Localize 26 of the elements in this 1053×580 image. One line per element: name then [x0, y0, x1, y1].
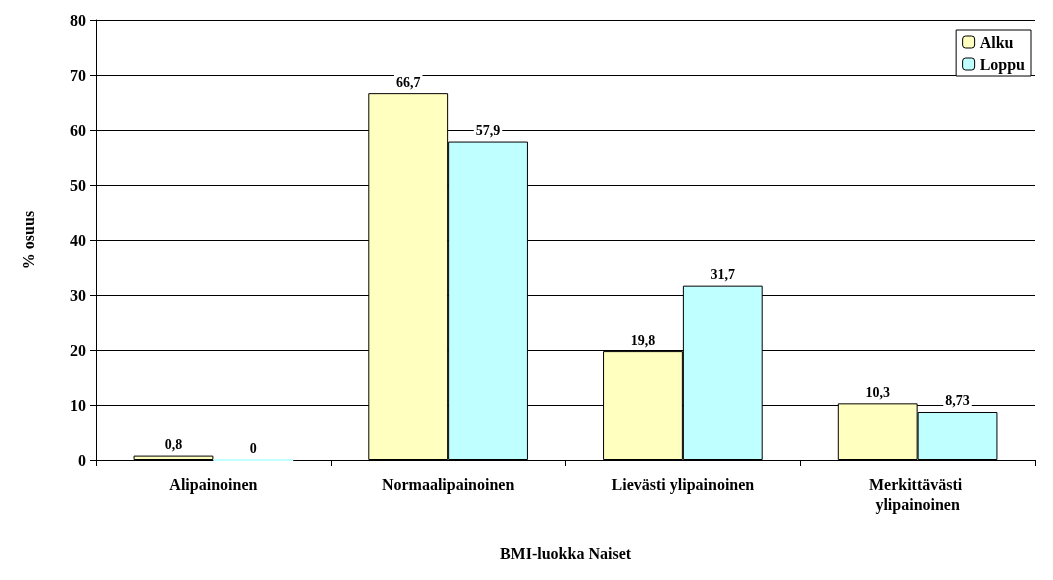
- y-tick-label: 20: [70, 341, 86, 359]
- data-label: 8,73: [945, 393, 970, 409]
- data-label: 0: [249, 440, 257, 456]
- legend-label: Alku: [979, 33, 1014, 51]
- y-tick-label: 10: [70, 396, 86, 414]
- bar: [133, 455, 214, 460]
- data-label: 10,3: [865, 384, 890, 400]
- x-tick-label: Lievästi ylipainoinen: [611, 475, 755, 494]
- legend-label: Loppu: [979, 55, 1026, 74]
- x-tick-label: Normaalipainoinen: [381, 475, 515, 494]
- y-tick-label: 40: [70, 231, 86, 249]
- data-label: 57,9: [475, 123, 501, 139]
- x-axis-title: BMI-luokka Naiset: [499, 544, 632, 562]
- data-label: 0,8: [164, 437, 183, 453]
- y-axis-title: % osuus: [19, 210, 37, 270]
- y-tick-label: 80: [70, 11, 86, 29]
- data-label: 19,8: [630, 332, 656, 348]
- data-label: 31,7: [710, 267, 736, 283]
- y-tick-label: 60: [70, 121, 86, 139]
- y-tick-label: 0: [78, 451, 86, 469]
- data-label: 66,7: [395, 74, 421, 90]
- y-tick-label: 30: [70, 286, 86, 304]
- x-tick-label: Alipainoinen: [169, 475, 258, 494]
- x-tick-label: Merkittävästi ylipainoinen: [868, 475, 967, 514]
- y-tick-label: 50: [70, 176, 86, 194]
- y-tick-label: 70: [70, 66, 86, 84]
